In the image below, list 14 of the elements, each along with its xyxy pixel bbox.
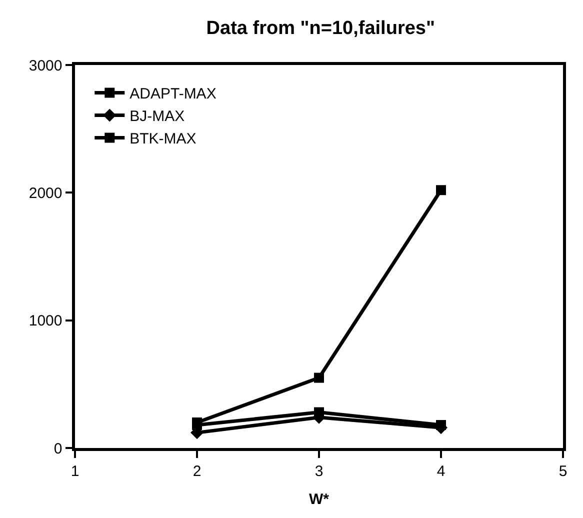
legend-label: BJ-MAX	[130, 108, 185, 126]
chart-title: Data from "n=10,failures"	[206, 18, 435, 40]
y-tick-label: 3000	[28, 57, 62, 74]
y-tick-label: 1000	[28, 312, 62, 330]
x-axis-title: W*	[309, 490, 330, 508]
x-tick-label: 5	[558, 462, 568, 480]
x-tick-label: 3	[314, 462, 324, 480]
y-tick-label: 2000	[28, 184, 62, 202]
legend-label: BTK-MAX	[130, 130, 196, 148]
legend-label: ADAPT-MAX	[130, 86, 216, 103]
x-tick-label: 2	[192, 462, 202, 480]
x-tick-label: 4	[436, 462, 446, 480]
x-tick-label: 1	[70, 462, 80, 480]
y-tick-label: 0	[54, 440, 62, 458]
